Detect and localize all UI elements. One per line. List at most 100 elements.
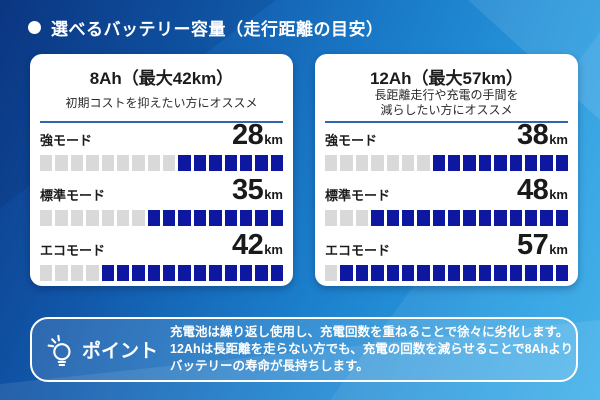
bar-segment [555, 155, 568, 171]
bar-segment [86, 210, 99, 226]
bar-segment [101, 155, 114, 171]
bar-segment [255, 210, 268, 226]
bar-segment [494, 210, 507, 226]
bar-segment [101, 265, 114, 281]
divider [40, 121, 283, 123]
bar-segment [478, 210, 492, 226]
bar-segment [325, 265, 338, 281]
bar-segment [386, 265, 399, 281]
bar-segment [355, 155, 369, 171]
distance-value: 48km [516, 174, 568, 206]
bar-segment [147, 210, 160, 226]
bar-segment [401, 265, 415, 281]
header: 選べるバッテリー容量（走行距離の目安） [28, 13, 384, 41]
bar-segment [209, 210, 222, 226]
segment-gauge [40, 210, 283, 226]
bar-segment [86, 155, 99, 171]
mode-label: 標準モード [325, 188, 391, 203]
distance-unit: km [264, 242, 283, 257]
point-text-line: バッテリーの寿命が長持ちします。 [170, 359, 369, 373]
bar-segment [86, 265, 99, 281]
bar-segment [448, 155, 461, 171]
bar-segment [432, 265, 445, 281]
bar-segment [448, 265, 461, 281]
mode-row: 標準モード 35km [40, 176, 283, 226]
bar-segment [255, 155, 268, 171]
segment-gauge [325, 155, 568, 171]
bullet-icon [28, 20, 41, 34]
bar-segment [478, 155, 492, 171]
bar-segment [40, 210, 53, 226]
bar-segment [509, 210, 522, 226]
page-title: 選べるバッテリー容量（走行距離の目安） [51, 19, 384, 39]
mode-row-head: 強モード 38km [325, 121, 568, 153]
mode-row: エコモード 42km [40, 231, 283, 281]
distance-unit: km [549, 187, 568, 202]
point-header: ポイント [46, 333, 158, 367]
card-subtitle: 初期コストを抑えたい方にオススメ [30, 86, 293, 120]
mode-rows: 強モード 38km 標準モード 48km エコモード 57km [315, 121, 578, 281]
bar-segment [147, 265, 160, 281]
bar-segment [55, 155, 68, 171]
bar-segment [270, 155, 283, 171]
bar-segment [540, 210, 553, 226]
distance-value: 57km [516, 229, 568, 261]
bar-segment [355, 210, 369, 226]
bar-segment [55, 265, 68, 281]
bar-segment [239, 155, 253, 171]
mode-row-head: 標準モード 35km [40, 176, 283, 208]
bar-segment [555, 210, 568, 226]
bar-segment [325, 155, 338, 171]
bar-segment [401, 210, 415, 226]
bar-segment [432, 210, 445, 226]
bar-segment [132, 155, 145, 171]
bar-segment [163, 155, 176, 171]
mode-row: 強モード 38km [325, 121, 568, 171]
bar-segment [193, 265, 207, 281]
card-subtitle-line: 初期コストを抑えたい方にオススメ [65, 95, 258, 110]
card-subtitle: 長距離走行や充電の手間を 減らしたい方にオススメ [315, 86, 578, 120]
bar-segment [40, 265, 53, 281]
mode-row: 強モード 28km [40, 121, 283, 171]
bar-segment [448, 210, 461, 226]
bar-segment [325, 210, 338, 226]
segment-gauge [325, 265, 568, 281]
bar-segment [417, 265, 430, 281]
bar-segment [209, 155, 222, 171]
bar-segment [132, 265, 145, 281]
bar-segment [255, 265, 268, 281]
mode-row-head: エコモード 42km [40, 231, 283, 263]
distance-unit: km [549, 242, 568, 257]
bar-segment [116, 265, 130, 281]
bar-segment [386, 155, 399, 171]
mode-rows: 強モード 28km 標準モード 35km エコモード 42km [30, 121, 293, 281]
point-text-line: 12Ahは長距離を走らない方でも、充電の回数を減らせることで8Ahより [170, 342, 573, 356]
point-label: ポイント [82, 341, 159, 362]
card-title: 8Ah（最大42km） [89, 69, 234, 88]
mode-label: エコモード [325, 243, 391, 258]
point-callout: ポイント 充電池は繰り返し使用し、充電回数を重ねることで徐々に劣化します。 12… [30, 317, 578, 382]
bar-segment [463, 155, 476, 171]
card-subtitle-line: 減らしたい方にオススメ [380, 103, 513, 117]
bar-segment [494, 265, 507, 281]
bar-segment [524, 210, 538, 226]
bar-segment [70, 210, 84, 226]
bar-segment [116, 155, 130, 171]
mode-row-head: 標準モード 48km [325, 174, 568, 208]
mode-label: 標準モード [40, 188, 106, 203]
distance-unit: km [264, 187, 283, 202]
bar-segment [224, 155, 237, 171]
lightbulb-icon [47, 334, 71, 366]
distance-unit: km [264, 132, 283, 147]
bar-segment [40, 155, 53, 171]
bar-segment [55, 210, 68, 226]
bar-segment [193, 155, 207, 171]
divider [325, 121, 568, 123]
segment-gauge [40, 265, 283, 281]
bar-segment [270, 265, 283, 281]
bar-segment [178, 265, 191, 281]
point-text: 充電池は繰り返し使用し、充電回数を重ねることで徐々に劣化します。 12Ahは長距… [158, 324, 585, 375]
mode-label: 強モード [40, 133, 93, 148]
bar-segment [524, 155, 538, 171]
bar-segment [463, 265, 476, 281]
